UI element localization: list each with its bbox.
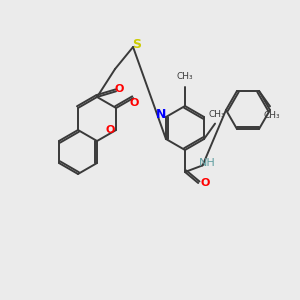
Text: CH₃: CH₃ <box>209 110 225 118</box>
Text: O: O <box>200 178 210 188</box>
Text: N: N <box>156 109 166 122</box>
Text: O: O <box>105 125 115 135</box>
Text: O: O <box>114 84 124 94</box>
Text: S: S <box>133 38 142 50</box>
Text: CH₃: CH₃ <box>264 111 280 120</box>
Text: CH₃: CH₃ <box>177 72 193 81</box>
Text: O: O <box>130 98 139 108</box>
Text: NH: NH <box>199 158 216 168</box>
